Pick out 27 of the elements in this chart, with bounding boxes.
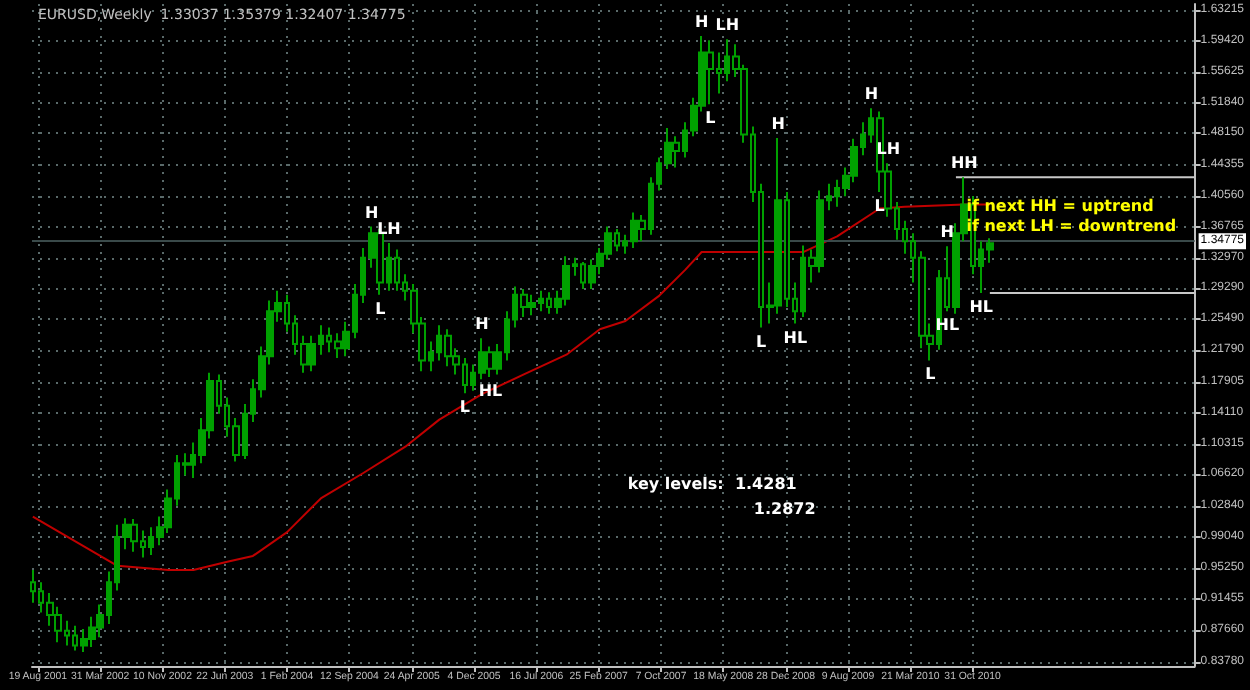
candlestick <box>528 293 536 317</box>
annotation: H <box>771 114 785 133</box>
annotation: L <box>925 365 936 384</box>
annotation: H <box>364 203 379 222</box>
annotation: 1.2872 <box>753 500 816 519</box>
annotation: L <box>705 109 716 128</box>
annotation: key levels: 1.4281 <box>627 474 798 493</box>
annotation: LH <box>715 16 740 35</box>
candlestick <box>562 255 570 307</box>
annotation: if next LH = downtrend <box>966 217 1177 236</box>
candlestick <box>444 328 452 368</box>
candlestick <box>816 189 824 274</box>
candlestick <box>706 39 714 106</box>
annotation: HL <box>783 328 808 347</box>
candlestick <box>486 345 494 378</box>
annotation: H <box>475 315 489 334</box>
annotation: L <box>375 299 386 318</box>
annotation: H <box>940 223 954 242</box>
annotation: HH <box>950 154 978 173</box>
annotation: LH <box>377 220 401 239</box>
annotation: HL <box>969 297 994 316</box>
annotation: H <box>864 85 879 104</box>
candlestick <box>630 211 638 249</box>
annotation: L <box>756 332 767 351</box>
candlestick <box>130 517 138 553</box>
annotation: L <box>459 398 470 417</box>
annotation: H <box>694 13 709 32</box>
